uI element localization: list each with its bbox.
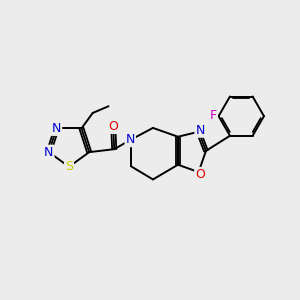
Text: N: N <box>195 124 205 137</box>
Text: N: N <box>52 122 61 135</box>
Text: O: O <box>195 168 205 181</box>
Text: N: N <box>44 146 54 159</box>
Text: S: S <box>65 160 73 173</box>
Text: N: N <box>126 133 135 146</box>
Text: F: F <box>210 109 217 122</box>
Text: O: O <box>108 120 118 133</box>
